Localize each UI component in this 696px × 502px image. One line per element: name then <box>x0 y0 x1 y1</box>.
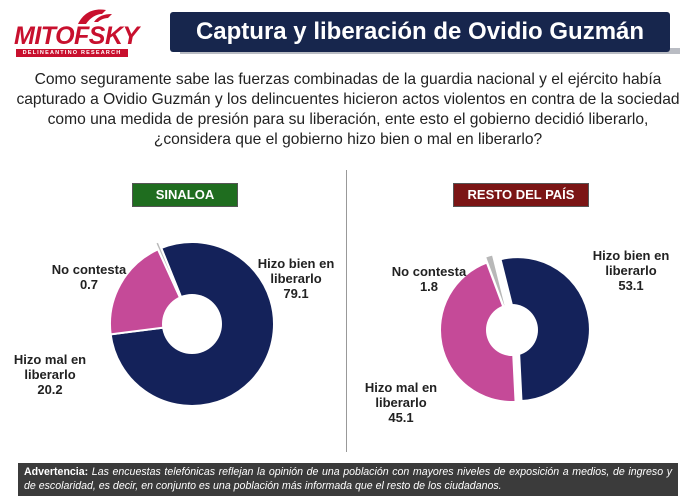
page-title: Captura y liberación de Ovidio Guzmán <box>170 12 670 52</box>
label-bien-value: 53.1 <box>618 278 644 293</box>
slice-bien <box>499 256 591 403</box>
slice-mal <box>439 261 517 403</box>
label-mal-line1: Hizo mal en <box>364 380 438 395</box>
label-mal-line1: Hizo mal en <box>13 352 87 367</box>
label-nc-value: 1.8 <box>419 279 439 294</box>
label-bien-resto: Hizo bien en liberarlo 53.1 <box>576 248 686 293</box>
label-mal-resto: Hizo mal en liberarlo 45.1 <box>356 380 446 425</box>
label-nc-line1: No contesta <box>391 264 467 279</box>
survey-question: Como seguramente sabe las fuerzas combin… <box>16 71 680 148</box>
label-bien-value: 79.1 <box>283 286 309 301</box>
footer-disclaimer: Advertencia: Las encuestas telefónicas r… <box>18 463 678 496</box>
donut-hole <box>162 294 222 354</box>
pie-chart-sinaloa <box>109 240 275 407</box>
footer-prefix: Advertencia: <box>24 466 89 478</box>
label-mal-value: 45.1 <box>388 410 414 425</box>
label-bien-line2: liberarlo <box>605 263 657 278</box>
section-divider <box>346 170 347 452</box>
label-bien-sinaloa: Hizo bien en liberarlo 79.1 <box>246 256 346 301</box>
label-mal-line2: liberarlo <box>375 395 427 410</box>
label-nc-sinaloa: No contesta 0.7 <box>44 262 134 292</box>
label-mal-value: 20.2 <box>37 382 63 397</box>
pie-chart-resto <box>439 253 591 403</box>
label-nc-resto: No contesta 1.8 <box>384 264 474 294</box>
label-mal-line2: liberarlo <box>24 367 76 382</box>
donut-hole <box>486 304 538 356</box>
logo-tagline: DELINEANTINO RESEARCH <box>16 49 128 57</box>
label-bien-line1: Hizo bien en <box>257 256 335 271</box>
region-badge-resto: RESTO DEL PAÍS <box>453 183 589 207</box>
logo-mark-icon <box>78 9 112 24</box>
mitofsky-logo: MITOFSKY DELINEANTINO RESEARCH <box>14 6 164 57</box>
label-mal-sinaloa: Hizo mal en liberarlo 20.2 <box>6 352 94 397</box>
label-nc-value: 0.7 <box>79 277 99 292</box>
label-bien-line2: liberarlo <box>270 271 322 286</box>
logo-name: MITOFSKY <box>14 22 139 50</box>
label-nc-line1: No contesta <box>51 262 127 277</box>
label-bien-line1: Hizo bien en <box>592 248 670 263</box>
footer-text: Las encuestas telefónicas reflejan la op… <box>24 466 672 492</box>
region-badge-sinaloa: SINALOA <box>132 183 238 207</box>
